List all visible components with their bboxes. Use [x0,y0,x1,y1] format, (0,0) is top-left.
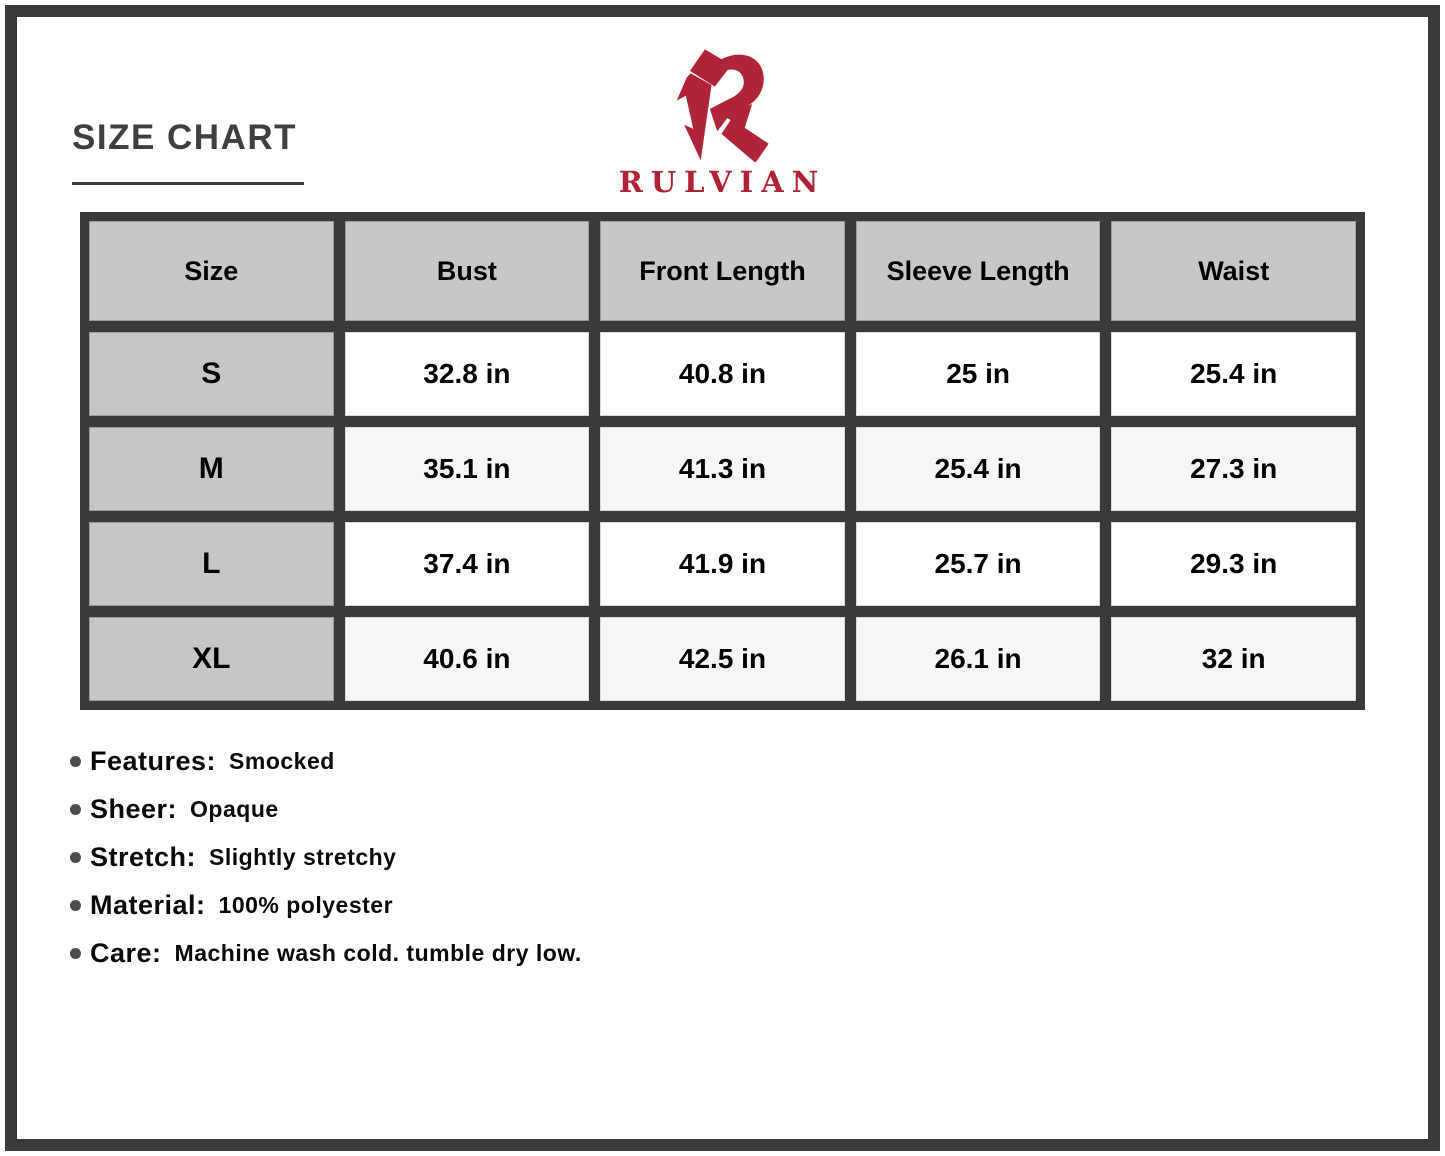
row-label-l: L [89,522,334,606]
column-header-waist: Waist [1111,221,1356,321]
detail-value: Slightly stretchy [209,844,397,870]
detail-label: Material: [90,890,206,920]
detail-label: Features: [90,746,217,776]
column-header-size: Size [89,221,334,321]
table-cell: 25 in [855,332,1101,416]
table-cell: 35.1 in [344,427,590,511]
table-cell: 25.7 in [855,522,1101,606]
brand-logo: RULVIAN [619,46,826,199]
row-label-xl: XL [89,617,334,701]
column-header-front-length: Front Length [600,221,845,321]
size-chart-table: Size Bust Front Length Sleeve Length Wai… [80,212,1365,710]
detail-label: Stretch: [90,842,197,872]
detail-value: Opaque [190,796,279,822]
list-item-care: Care: Machine wash cold. tumble dry low. [70,938,582,969]
product-details-list: Features: Smocked Sheer: Opaque Stretch:… [70,746,582,986]
detail-value: Machine wash cold. tumble dry low. [174,940,582,966]
table-cell: 32 in [1111,617,1356,701]
table-cell: 42.5 in [600,617,845,701]
detail-label: Care: [90,938,162,968]
title-underline [72,182,304,185]
table-cell: 41.9 in [600,522,845,606]
bullet-icon [70,948,81,959]
table-cell: 40.8 in [600,332,845,416]
column-header-bust: Bust [344,221,590,321]
page-title: SIZE CHART [72,118,297,157]
list-item-material: Material: 100% polyester [70,890,582,921]
bullet-icon [70,852,81,863]
list-item-features: Features: Smocked [70,746,582,777]
table-cell: 37.4 in [344,522,590,606]
table-cell: 25.4 in [1111,332,1356,416]
column-header-sleeve-length: Sleeve Length [855,221,1101,321]
table-cell: 29.3 in [1111,522,1356,606]
brand-r-monogram-icon [676,49,769,162]
table-cell: 27.3 in [1111,427,1356,511]
detail-value: Smocked [229,748,335,774]
detail-label: Sheer: [90,794,178,824]
bullet-icon [70,756,81,767]
detail-value: 100% polyester [218,892,394,918]
table-cell: 32.8 in [344,332,590,416]
list-item-sheer: Sheer: Opaque [70,794,582,825]
row-label-s: S [89,332,334,416]
list-item-stretch: Stretch: Slightly stretchy [70,842,582,873]
row-label-m: M [89,427,334,511]
table-cell: 41.3 in [600,427,845,511]
brand-wordmark: RULVIAN [618,165,827,199]
table-cell: 40.6 in [344,617,590,701]
bullet-icon [70,804,81,815]
bullet-icon [70,900,81,911]
table-cell: 25.4 in [855,427,1101,511]
table-cell: 26.1 in [855,617,1101,701]
